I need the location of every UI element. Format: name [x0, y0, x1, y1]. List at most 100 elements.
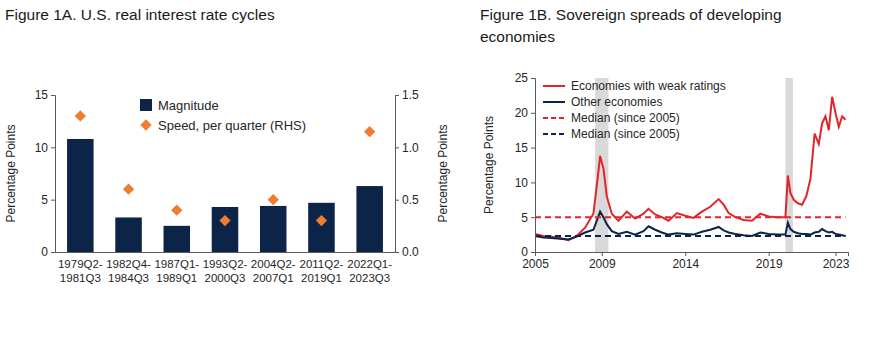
tick-label-line: 2022Q1- [347, 258, 392, 270]
tick-label: 1.0 [402, 141, 419, 155]
tick: 15 [515, 141, 535, 155]
tick-mark [51, 147, 55, 148]
legend-label: Speed, per quarter (RHS) [158, 118, 306, 133]
tick-mark [835, 252, 836, 256]
tick: 2005 [522, 252, 549, 271]
legend-label: Economies with weak ratings [571, 79, 726, 93]
bar [356, 186, 383, 252]
legend-label: Median (since 2005) [571, 127, 680, 141]
tick-label: 25 [515, 71, 529, 85]
bar [308, 203, 335, 252]
tick-label: 1987Q1-1989Q1 [154, 258, 199, 284]
y-axis: 0 5 10 15 [35, 88, 56, 259]
tick: 2009 [589, 252, 616, 271]
tick-label: 5 [41, 193, 48, 207]
tick: 2022Q1- 2023Q3 [347, 258, 392, 284]
tick-label: 2014 [672, 257, 699, 271]
chart-title: Figure 1B. Sovereign spreads of developi… [480, 6, 782, 45]
tick-label-line: 2011Q2- [300, 258, 344, 270]
legend-swatch [543, 133, 565, 135]
tick: 1.0 [395, 141, 419, 155]
tick-label: 2019 [756, 257, 783, 271]
tick-mark [51, 95, 55, 96]
tick-label-line: 1979Q2- [58, 258, 103, 270]
tick: 2004Q2-2007Q1 [251, 258, 296, 284]
tick: 0 [41, 245, 55, 259]
tick-mark [395, 252, 399, 253]
legend-label: Median (since 2005) [571, 111, 680, 125]
tick-label-line: 2004Q2- [251, 258, 296, 270]
tick: 2023 [823, 252, 850, 271]
axis-title: Percentage Points [436, 124, 450, 222]
x-axis: 2005 2009 2014 2019 2023 [522, 252, 850, 271]
line [535, 212, 845, 240]
legend-swatch [543, 117, 565, 119]
tick: 1993Q2- 2000Q3 [203, 258, 248, 284]
tick-label: 0 [41, 245, 48, 259]
tick: 1987Q1-1989Q1 [154, 258, 199, 284]
title-line: economies [480, 28, 555, 45]
tick-label: 2023 [823, 257, 850, 271]
y-axis: 0510152025 [515, 71, 536, 259]
tick: 1979Q2- 1981Q3 [58, 258, 103, 284]
tick-label: 1993Q2- 2000Q3 [203, 258, 248, 284]
tick-label-line: 1982Q4- [106, 258, 151, 270]
line [535, 235, 845, 237]
tick-mark [51, 252, 55, 253]
legend-swatch [140, 119, 151, 130]
tick-mark [395, 147, 399, 148]
bar [164, 226, 191, 252]
legend-swatch [543, 85, 565, 87]
tick-label: 10 [515, 176, 529, 190]
tick-label: 15 [515, 141, 529, 155]
tick: 10 [35, 141, 55, 155]
legend: Economies with weak ratingsOther economi… [543, 79, 726, 141]
marker [316, 215, 327, 226]
axis-line [536, 253, 849, 257]
legend-swatch [543, 101, 565, 103]
tick-label-line: 1981Q3 [60, 272, 101, 284]
axis-line [56, 252, 396, 253]
tick: 15 [35, 88, 55, 102]
tick-label-line: 1993Q2- [203, 258, 248, 270]
tick: 1982Q4- 1984Q3 [106, 258, 151, 284]
tick-label: 0.0 [402, 245, 419, 259]
marker [364, 126, 375, 137]
tick-mark [535, 252, 536, 256]
tick-mark [531, 252, 535, 253]
tick-mark [531, 113, 535, 114]
tick-mark [51, 200, 55, 201]
axis-line [531, 79, 536, 253]
marker [219, 215, 230, 226]
tick-mark [769, 252, 770, 256]
legend-label: Magnitude [158, 98, 219, 113]
tick: 0.0 [395, 245, 419, 259]
tick: 5 [41, 193, 55, 207]
tick: 25 [515, 71, 535, 85]
tick: 5 [521, 211, 535, 225]
axis-line [51, 96, 56, 253]
tick-mark [531, 148, 535, 149]
title-line: Figure 1B. Sovereign spreads of developi… [480, 6, 782, 23]
tick: 20 [515, 106, 535, 120]
axis-line [396, 96, 400, 253]
tick-mark [685, 252, 686, 256]
tick: 0.5 [395, 193, 419, 207]
y2-axis: 0.0 0.5 1.0 1.5 [395, 88, 419, 259]
tick-mark [531, 217, 535, 218]
tick-label-line: 2000Q3 [205, 272, 246, 284]
bar [67, 139, 94, 252]
axis-title: Percentage Points [4, 124, 18, 222]
line [535, 216, 845, 218]
tick-label-line: 1984Q3 [108, 272, 149, 284]
tick-label: 20 [515, 106, 529, 120]
tick-label-line: 1989Q1 [156, 272, 197, 284]
tick: 10 [515, 176, 535, 190]
tick-label: 10 [35, 141, 49, 155]
tick: 2011Q2- 2019Q1 [300, 258, 344, 284]
tick-label: 1.5 [402, 88, 419, 102]
tick-label-line: 2019Q1 [301, 272, 342, 284]
legend: Magnitude Speed, per quarter (RHS) [140, 98, 306, 133]
tick-label-line: 2023Q3 [349, 272, 390, 284]
tick-label: 1979Q2- 1981Q3 [58, 258, 103, 284]
